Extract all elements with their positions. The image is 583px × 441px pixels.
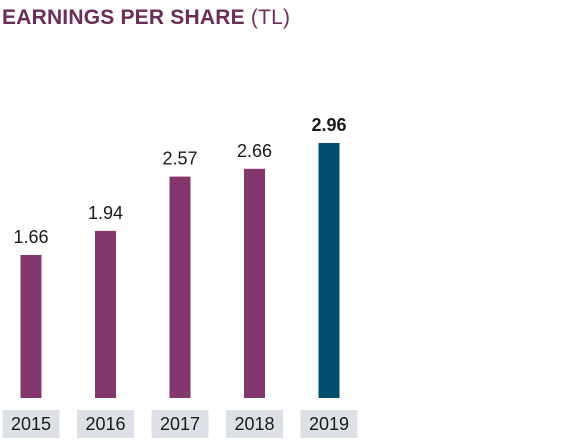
bar-2019 bbox=[318, 143, 340, 398]
data-label-2017: 2.57 bbox=[162, 149, 197, 169]
x-tick-label-2016: 2016 bbox=[85, 414, 125, 434]
x-tick-label-2015: 2015 bbox=[11, 414, 51, 434]
x-tick-box-2016 bbox=[77, 410, 134, 438]
x-tick-box-2018 bbox=[226, 410, 283, 438]
x-tick-label-2019: 2019 bbox=[309, 414, 349, 434]
bar-2017 bbox=[169, 176, 191, 398]
chart-title-unit: (TL) bbox=[250, 6, 291, 29]
data-label-2015: 1.66 bbox=[13, 227, 48, 247]
data-label-2019: 2.96 bbox=[311, 115, 346, 135]
chart-title: EARNINGS PER SHARE (TL) bbox=[2, 6, 290, 30]
x-tick-box-2015 bbox=[2, 410, 60, 438]
chart-title-main: EARNINGS PER SHARE bbox=[2, 6, 245, 29]
bar-2018 bbox=[244, 168, 265, 398]
bar-2015 bbox=[20, 255, 42, 398]
x-tick-box-2019 bbox=[300, 410, 358, 438]
data-label-2018: 2.66 bbox=[237, 141, 272, 161]
x-tick-label-2017: 2017 bbox=[160, 414, 200, 434]
bar-2016 bbox=[95, 230, 116, 398]
data-label-2016: 1.94 bbox=[88, 203, 123, 223]
x-tick-label-2018: 2018 bbox=[234, 414, 274, 434]
x-tick-box-2017 bbox=[151, 410, 209, 438]
